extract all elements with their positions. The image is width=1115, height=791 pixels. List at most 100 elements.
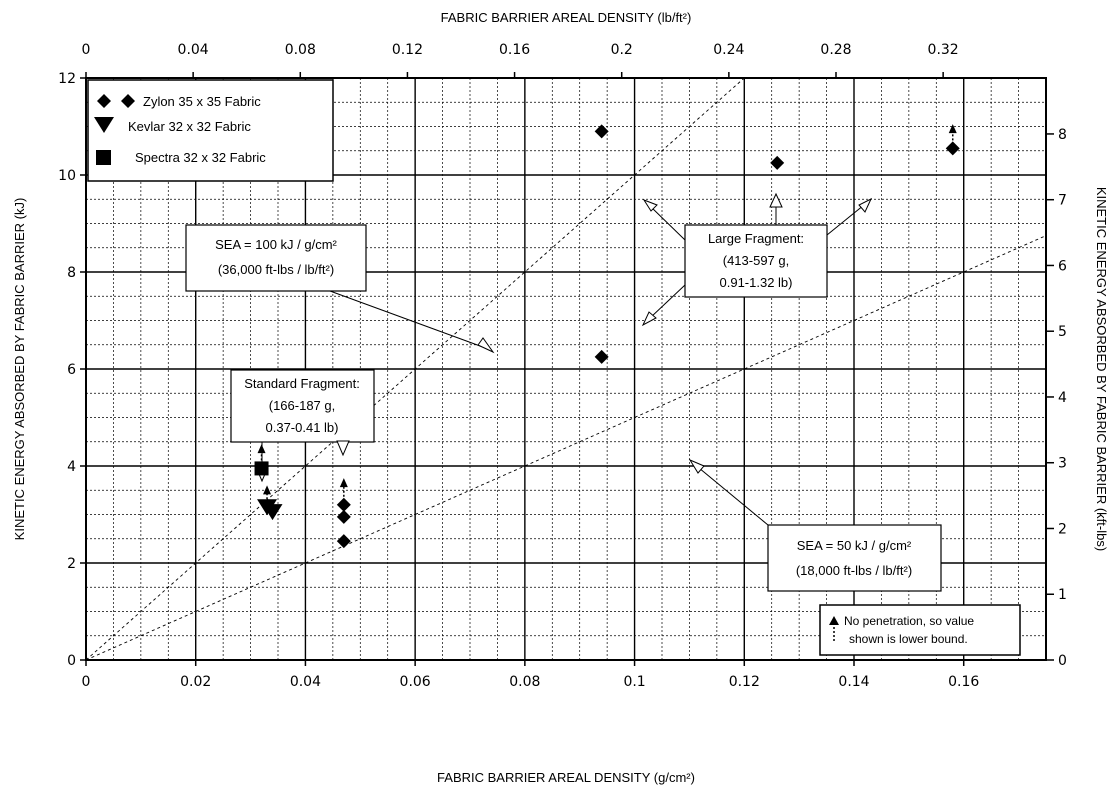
legend-label-zylon: Zylon 35 x 35 Fabric xyxy=(143,94,261,109)
x-tick-label: 0.16 xyxy=(948,674,979,690)
right-tick-label: 5 xyxy=(1058,324,1067,340)
standard-fragment-line-1: Standard Fragment: xyxy=(244,376,360,391)
sea-100-pointer xyxy=(329,290,492,351)
y-tick-label: 8 xyxy=(67,265,76,281)
sea-50-line-2: (18,000 ft-lbs / lb/ft²) xyxy=(796,563,912,578)
note-line-2: shown is lower bound. xyxy=(849,632,968,646)
bottom-axis-title: FABRIC BARRIER AREAL DENSITY (g/cm²) xyxy=(437,770,695,785)
zylon-point xyxy=(336,534,351,549)
x-tick-label: 0.14 xyxy=(838,674,869,690)
sea-100-line-1: SEA = 100 kJ / g/cm² xyxy=(215,237,337,252)
legend-triangle-icon xyxy=(94,117,114,133)
x-tick-label: 0 xyxy=(82,674,91,690)
top-tick-label: 0.12 xyxy=(392,42,423,58)
y-tick-label: 6 xyxy=(67,362,76,378)
right-axis-title: KINETIC ENERGY ABSORBED BY FABRIC BARRIE… xyxy=(1094,187,1109,551)
note-line-1: No penetration, so value xyxy=(844,614,974,628)
zylon-point xyxy=(945,141,960,156)
plot-frame xyxy=(85,77,1047,661)
right-tick-label: 8 xyxy=(1058,127,1067,143)
large-fragment-pointer-2-head xyxy=(769,192,783,208)
note-box-frame xyxy=(819,604,1021,656)
top-tick-label: 0.32 xyxy=(928,42,959,58)
zylon-point xyxy=(594,124,609,139)
zylon-point xyxy=(336,497,351,512)
lower-bound-arrow-head xyxy=(263,485,272,495)
y-tick-label: 12 xyxy=(58,71,76,87)
top-tick-label: 0.28 xyxy=(820,42,851,58)
lower-bound-arrow-head xyxy=(257,444,266,454)
axis-ticks: 0 0.02 0.04 0.06 0.08 0.1 0.12 0.14 0.16 0 0.04 0.0… xyxy=(58,42,1067,690)
data-points xyxy=(254,124,960,549)
x-tick-label: 0.06 xyxy=(400,674,431,690)
top-tick-label: 0 xyxy=(82,42,91,58)
large-fragment-pointer-1 xyxy=(649,205,686,241)
legend-label-spectra: Spectra 32 x 32 Fabric xyxy=(135,150,266,165)
x-tick-label: 0.12 xyxy=(729,674,760,690)
sea-50-box xyxy=(767,524,942,592)
legend-label-kevlar: Kevlar 32 x 32 Fabric xyxy=(128,119,251,134)
reference-line-sea-50 xyxy=(85,235,1047,661)
right-tick-label: 0 xyxy=(1058,653,1067,669)
standard-fragment-line-2: (166-187 g, xyxy=(269,398,336,413)
large-fragment-pointer-4 xyxy=(649,284,686,319)
top-tick-label: 0.04 xyxy=(178,42,209,58)
large-fragment-box xyxy=(684,224,828,298)
large-fragment-pointer-4-head xyxy=(641,311,657,327)
sea-100-pointer-head xyxy=(477,337,495,354)
note-box: No penetration, so value shown is lower … xyxy=(819,604,1021,656)
lower-bound-arrow-head xyxy=(339,478,348,488)
zylon-point xyxy=(594,349,609,364)
top-tick-label: 0.16 xyxy=(499,42,530,58)
right-tick-label: 6 xyxy=(1058,258,1067,274)
top-tick-label: 0.2 xyxy=(611,42,633,58)
right-tick-label: 3 xyxy=(1058,456,1067,472)
legend: Zylon 35 x 35 Fabric Kevlar 32 x 32 Fabr… xyxy=(87,79,334,182)
reference-line-sea-100 xyxy=(85,77,745,661)
right-tick-label: 1 xyxy=(1058,587,1067,603)
zylon-point xyxy=(770,155,785,170)
x-tick-label: 0.04 xyxy=(290,674,321,690)
large-fragment-pointer-3-head xyxy=(858,197,873,213)
y-tick-label: 10 xyxy=(58,168,76,184)
top-tick-label: 0.08 xyxy=(285,42,316,58)
reference-lines xyxy=(85,77,1047,661)
right-tick-label: 7 xyxy=(1058,193,1067,209)
right-tick-label: 4 xyxy=(1058,390,1067,406)
sea-50-pointer xyxy=(692,462,769,526)
sea-50-line-1: SEA = 50 kJ / g/cm² xyxy=(797,538,912,553)
zylon-point xyxy=(336,509,351,524)
right-tick-label: 2 xyxy=(1058,521,1067,537)
standard-fragment-pointer-2-head xyxy=(336,440,350,457)
sea-100-box xyxy=(185,224,367,292)
large-fragment-pointer-3 xyxy=(826,204,865,236)
sea-50-label: SEA = 50 kJ / g/cm² (18,000 ft-lbs / lb/… xyxy=(767,524,942,592)
left-axis-title: KINETIC ENERGY ABSORBED BY FABRIC BARRIE… xyxy=(12,198,27,541)
large-fragment-line-2: (413-597 g, xyxy=(723,253,790,268)
x-tick-label: 0.02 xyxy=(180,674,211,690)
legend-diamond-icon xyxy=(97,94,135,108)
sea-100-line-2: (36,000 ft-lbs / lb/ft²) xyxy=(218,262,334,277)
legend-square-icon xyxy=(96,150,111,165)
top-axis-title: FABRIC BARRIER AREAL DENSITY (lb/ft²) xyxy=(441,10,692,25)
top-tick-label: 0.24 xyxy=(713,42,744,58)
large-fragment-line-1: Large Fragment: xyxy=(708,231,804,246)
kevlar-point xyxy=(262,504,283,521)
sea-50-pointer-head xyxy=(688,458,705,474)
lower-bound-arrows xyxy=(257,124,957,508)
y-tick-label: 4 xyxy=(67,459,76,475)
x-tick-label: 0.1 xyxy=(623,674,645,690)
standard-fragment-label: Standard Fragment: (166-187 g, 0.37-0.41… xyxy=(230,369,375,443)
large-fragment-label: Large Fragment: (413-597 g, 0.91-1.32 lb… xyxy=(684,224,828,298)
large-fragment-line-3: 0.91-1.32 lb) xyxy=(720,275,793,290)
lower-bound-arrow-head xyxy=(948,124,957,134)
spectra-point xyxy=(254,461,269,476)
y-tick-label: 2 xyxy=(67,556,76,572)
standard-fragment-line-3: 0.37-0.41 lb) xyxy=(266,420,339,435)
sea-100-label: SEA = 100 kJ / g/cm² (36,000 ft-lbs / lb… xyxy=(185,224,367,292)
note-arrow-icon xyxy=(829,616,839,625)
x-tick-label: 0.08 xyxy=(509,674,540,690)
large-fragment-pointer-1-head xyxy=(642,198,658,212)
y-tick-label: 0 xyxy=(67,653,76,669)
